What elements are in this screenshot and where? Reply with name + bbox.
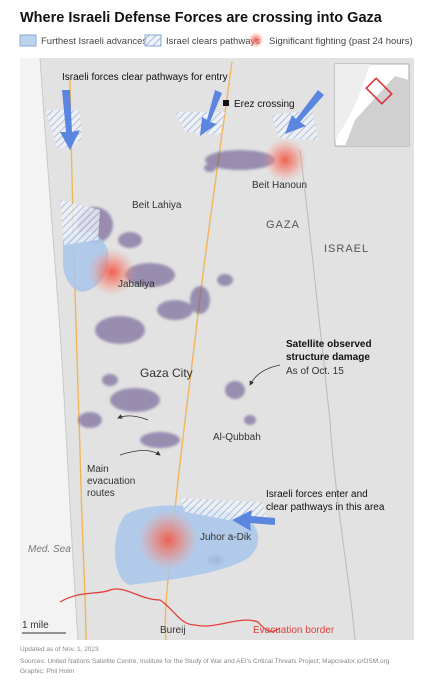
arrows (60, 90, 324, 531)
road (69, 79, 87, 640)
map-note: Israeli forces enter and (266, 489, 368, 500)
road (164, 61, 233, 640)
inset-map (334, 63, 410, 147)
map-label: Jabaliya (118, 279, 155, 290)
map: Israeli forces clear pathways for entry … (20, 58, 414, 640)
map-label: Evacuation border (253, 625, 335, 636)
map-note: Main (87, 464, 109, 475)
footer-text: Sources: United Nations Satellite Centre… (20, 658, 390, 665)
legend-label: Israel clears pathways (166, 36, 260, 47)
map-label: Al-Qubbah (213, 432, 261, 443)
map-label: ISRAEL (324, 243, 369, 255)
map-label: Med. Sea (28, 544, 71, 555)
pathway-area (175, 112, 225, 135)
legend: Furthest Israeli advances Israel clears … (19, 32, 413, 48)
map-label: Juhor a-Dik (200, 532, 252, 543)
footer-text: Graphic: Phil Holm (20, 668, 74, 675)
legend-swatch (144, 34, 162, 47)
legend-swatch (19, 34, 37, 47)
legend-swatch (248, 32, 264, 48)
map-label: Beit Hanoun (252, 180, 307, 191)
evacuation-border (59, 588, 281, 632)
map-label: Bureij (160, 625, 186, 636)
map-label: GAZA (266, 219, 300, 231)
map-label: Erez crossing (234, 99, 295, 110)
scale-label: 1 mile (22, 620, 49, 631)
map-note: structure damage (286, 352, 370, 363)
fighting (88, 248, 136, 296)
map-note: clear pathways in this area (266, 502, 385, 513)
crossing-marker (223, 100, 229, 106)
map-note: evacuation (87, 476, 135, 487)
map-note: Israeli forces clear pathways for entry (62, 72, 228, 83)
pointer (119, 450, 161, 456)
legend-label: Furthest Israeli advances (41, 36, 147, 47)
title: Where Israeli Defense Forces are crossin… (20, 10, 383, 26)
border (299, 149, 356, 640)
map-note: routes (87, 488, 115, 499)
fighting (138, 510, 198, 570)
footer-text: Updated as of Nov. 1, 2023 (20, 646, 99, 653)
pointer (249, 364, 281, 386)
sea (20, 58, 78, 640)
fighting (263, 138, 307, 182)
map-note: As of Oct. 15 (286, 366, 344, 377)
map-label: Beit Lahiya (132, 200, 182, 211)
pathway-area (60, 200, 100, 245)
legend-label: Significant fighting (past 24 hours) (269, 36, 413, 47)
map-label: Gaza City (140, 366, 193, 380)
coastline (39, 58, 79, 640)
map-note: Satellite observed (286, 339, 372, 350)
pointer (117, 414, 149, 421)
